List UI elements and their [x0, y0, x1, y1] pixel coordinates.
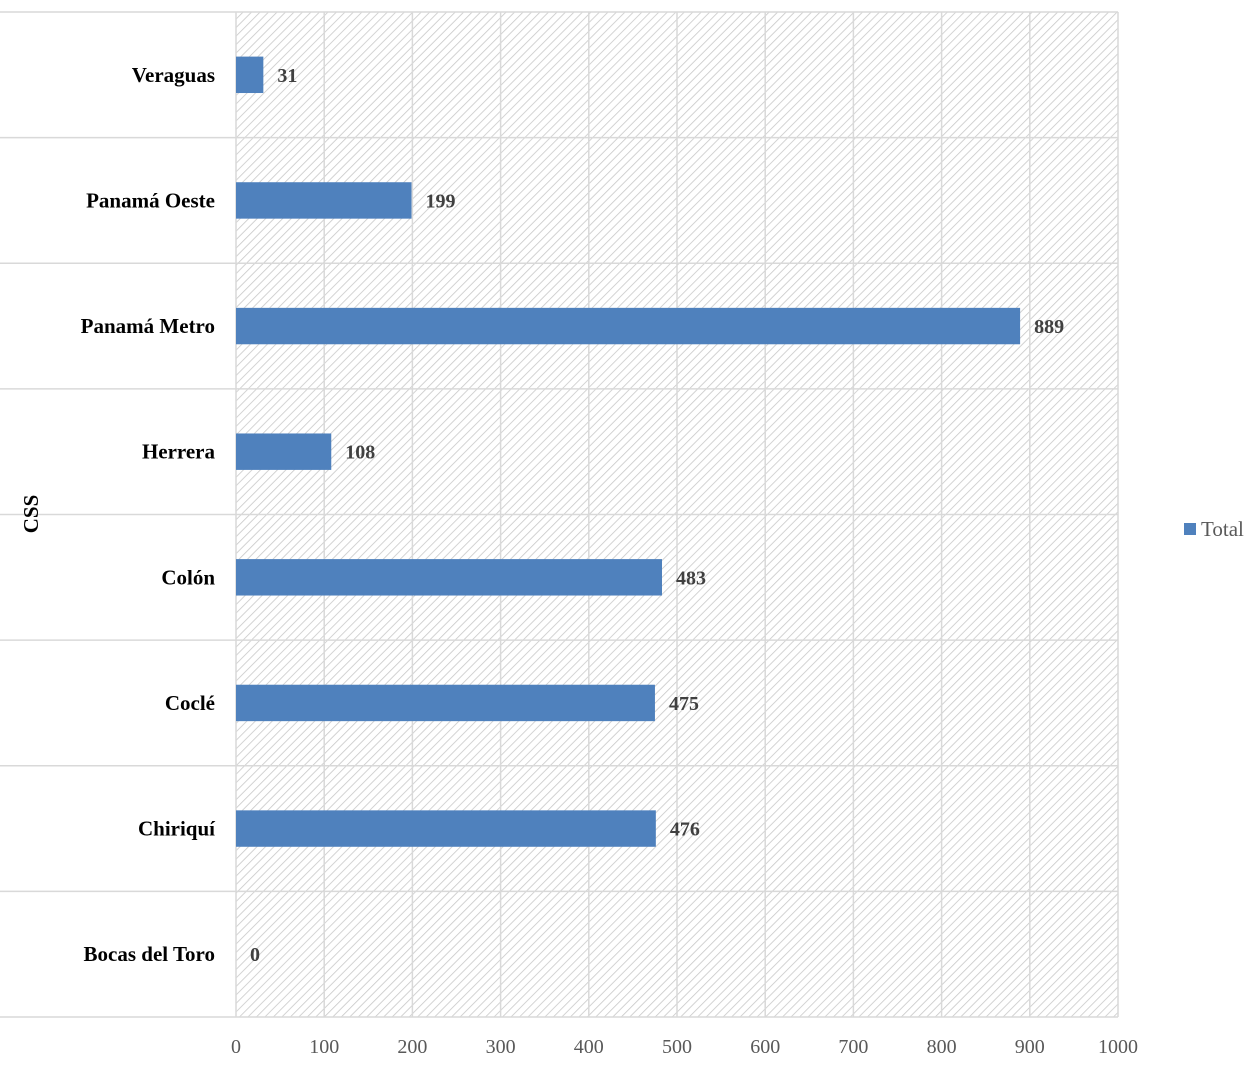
legend-label: Total — [1201, 517, 1244, 541]
category-label-5: Panamá Metro — [81, 314, 215, 338]
x-tick-label-8: 800 — [927, 1036, 957, 1058]
bar-6 — [236, 182, 412, 219]
bar-5 — [236, 307, 1021, 345]
category-labels: Bocas del Toro Chiriquí Coclé Colón Herrera P… — [81, 63, 216, 966]
legend: Total — [1184, 517, 1244, 541]
category-label-6: Panamá Oeste — [86, 188, 215, 212]
data-label-3: 483 — [676, 567, 706, 589]
x-tick-label-1: 100 — [309, 1036, 339, 1058]
category-label-3: Colón — [161, 565, 215, 589]
x-tick-label-3: 300 — [486, 1036, 516, 1058]
category-label-2: Coclé — [165, 691, 215, 715]
data-label-1: 476 — [670, 819, 700, 841]
data-label-4: 108 — [345, 442, 375, 464]
x-tick-label-4: 400 — [574, 1036, 604, 1058]
x-tick-label-2: 200 — [397, 1036, 427, 1058]
data-labels: 0 476 475 483 108 889 199 31 — [250, 65, 1064, 966]
x-tick-label-6: 600 — [750, 1036, 780, 1058]
data-label-7: 31 — [277, 65, 297, 87]
bar-7 — [236, 56, 264, 94]
y-axis-title: CSS — [19, 495, 43, 534]
x-tick-label-9: 900 — [1015, 1036, 1045, 1058]
bar-3 — [236, 559, 663, 596]
data-label-5: 889 — [1034, 316, 1064, 338]
data-label-0: 0 — [250, 944, 260, 966]
grid-lines — [0, 11, 1119, 1018]
data-label-6: 199 — [426, 190, 456, 212]
legend-swatch — [1184, 523, 1196, 535]
bar-1 — [236, 810, 656, 847]
x-tick-labels: 0 100 200 300 400 500 600 700 800 900 1000 — [231, 1036, 1138, 1058]
bar-4 — [236, 433, 332, 470]
bar-2 — [236, 684, 655, 722]
category-label-7: Veraguas — [132, 63, 215, 87]
x-tick-label-10: 1000 — [1098, 1036, 1138, 1058]
x-tick-label-7: 700 — [838, 1036, 868, 1058]
category-label-0: Bocas del Toro — [84, 942, 215, 966]
bars — [236, 56, 1021, 847]
data-label-2: 475 — [669, 693, 699, 715]
x-tick-label-0: 0 — [231, 1036, 241, 1058]
category-label-1: Chiriquí — [138, 817, 216, 841]
category-label-4: Herrera — [142, 440, 216, 464]
x-tick-label-5: 500 — [662, 1036, 692, 1058]
